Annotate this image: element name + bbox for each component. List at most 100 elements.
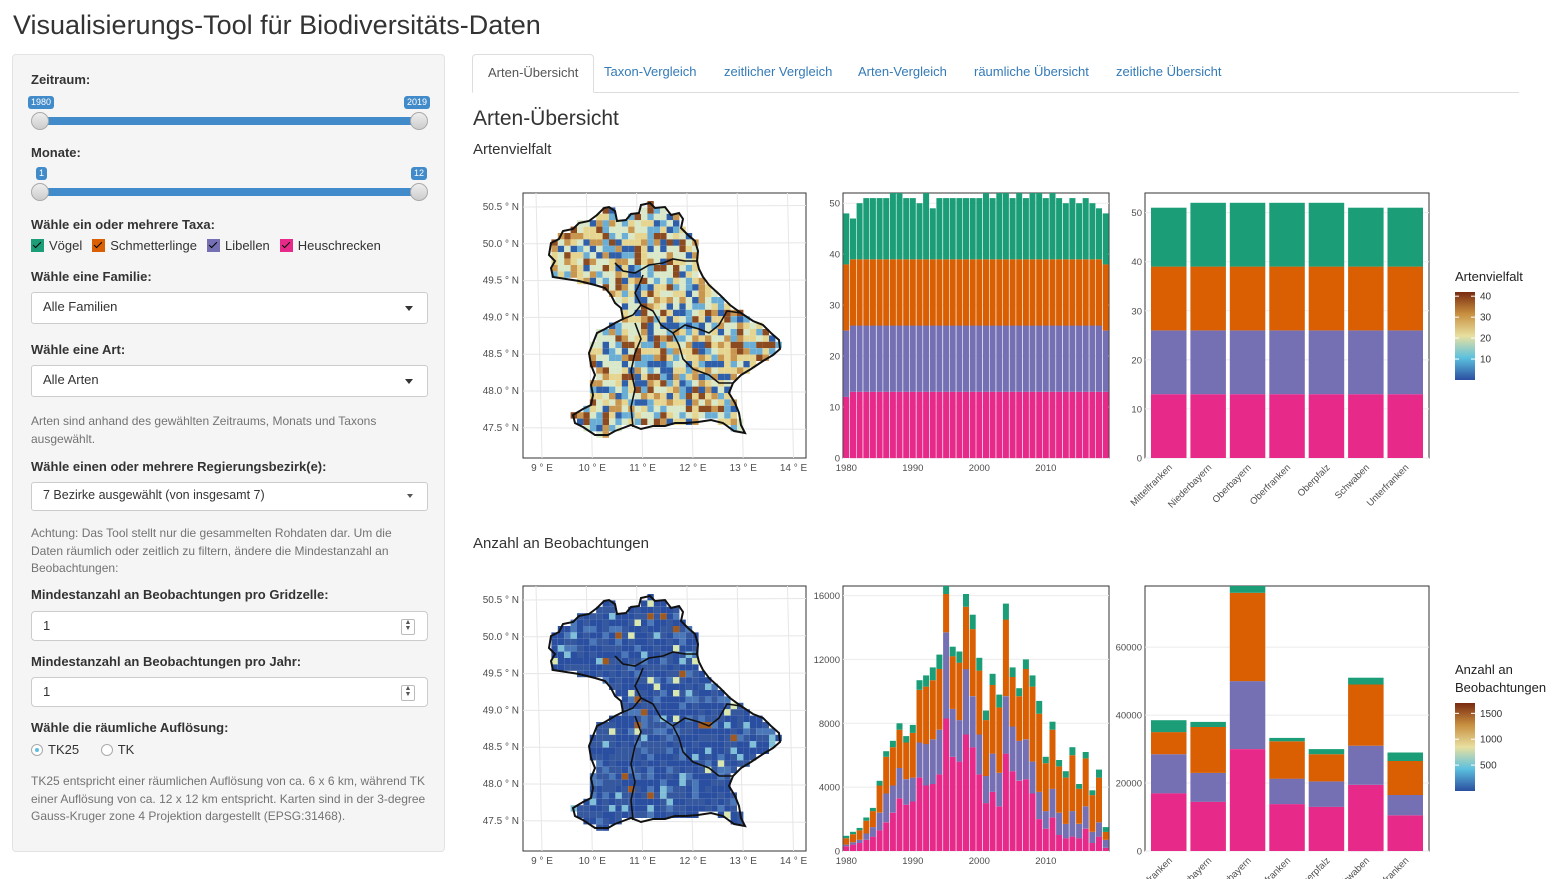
map-cell <box>685 341 693 349</box>
map-cell <box>730 702 737 710</box>
tab-taxon-vergleich[interactable]: Taxon-Vergleich <box>604 64 697 79</box>
map-cell <box>679 696 686 703</box>
map-cell <box>737 702 744 710</box>
bar-segment <box>989 791 996 851</box>
map-cell <box>615 412 622 419</box>
tab-zeitlicher-vergleich[interactable]: zeitlicher Vergleich <box>724 64 833 79</box>
spinner-icon[interactable]: ▲ ▼ <box>401 685 415 701</box>
map-cell <box>660 773 667 780</box>
map-cell <box>698 322 705 329</box>
map-cell <box>705 284 712 291</box>
map-cell <box>621 386 629 393</box>
map-cell <box>615 284 622 291</box>
map-cell <box>602 418 609 425</box>
min-jahr-input[interactable]: 1 ▲ ▼ <box>31 677 428 707</box>
map-cell <box>737 734 744 742</box>
min-grid-input[interactable]: 1 ▲ ▼ <box>31 611 428 641</box>
zeitraum-handle-min[interactable] <box>31 112 49 130</box>
bar-segment <box>1069 836 1076 851</box>
map-cell <box>705 690 712 697</box>
bar-segment <box>989 325 996 392</box>
map-cell <box>634 715 641 722</box>
bar-segment <box>923 325 930 392</box>
map-cell <box>609 600 616 607</box>
map-cell <box>634 747 641 754</box>
map-cell <box>589 245 597 253</box>
monate-slider[interactable] <box>40 188 418 196</box>
tab-zeitliche-uebersicht[interactable]: zeitliche Übersicht <box>1116 64 1222 79</box>
chevron-down-icon <box>405 379 413 384</box>
map-outline-2 <box>547 594 782 829</box>
map-cell <box>647 380 654 387</box>
map-cell <box>609 792 616 799</box>
tab-arten-uebersicht[interactable]: Arten-Übersicht <box>472 54 595 93</box>
bar-segment <box>1102 213 1109 265</box>
map-cell <box>621 773 629 780</box>
taxon-checkbox-schmetterlinge[interactable]: Schmetterlinge <box>92 238 197 253</box>
bezirk-select[interactable]: 7 Bezirke ausgewählt (von insgesamt 7) <box>31 482 428 511</box>
map-cell <box>730 418 737 425</box>
monate-handle-max[interactable] <box>410 183 428 201</box>
map-cell <box>647 335 654 342</box>
map-cell <box>634 239 641 246</box>
map-cell <box>653 265 661 272</box>
map-cell <box>666 760 673 767</box>
map-cell <box>653 412 661 419</box>
map-cell <box>641 606 648 614</box>
map-cell <box>557 252 565 259</box>
map-cell <box>628 779 635 786</box>
map-cell <box>705 335 712 342</box>
gridline <box>736 585 744 852</box>
familie-select[interactable]: Alle Familien <box>31 292 428 324</box>
bar-segment <box>1056 391 1063 459</box>
map-cell <box>692 798 699 806</box>
map-cell <box>621 297 629 304</box>
radio-tk25[interactable]: TK25 <box>31 742 79 757</box>
bar-segment <box>1082 325 1089 392</box>
map-cell <box>609 638 616 646</box>
taxon-checkbox-libellen[interactable]: Libellen <box>206 238 270 253</box>
taxon-checkbox-heuschrecken[interactable]: Heuschrecken <box>279 238 381 253</box>
tab-raeumliche-uebersicht[interactable]: räumliche Übersicht <box>974 64 1089 79</box>
bar-segment <box>1096 259 1102 326</box>
bar-segment <box>1062 823 1069 839</box>
map-cell <box>685 754 693 761</box>
map-cell <box>705 766 712 774</box>
bar-segment <box>1042 763 1049 812</box>
bar-segment <box>1042 259 1049 326</box>
map-cell <box>583 412 590 419</box>
map-cell <box>705 709 712 716</box>
bar-segment <box>1002 603 1009 620</box>
bar-segment <box>1016 259 1023 326</box>
map-cell <box>653 277 661 285</box>
map-cell <box>557 245 565 253</box>
map-cell <box>705 412 712 419</box>
map-cell <box>551 258 558 265</box>
monate-handle-min[interactable] <box>31 183 49 201</box>
map-cell <box>692 309 699 317</box>
spinner-icon[interactable]: ▲ ▼ <box>401 619 415 635</box>
bar-segment <box>1096 325 1102 392</box>
radio-tk[interactable]: TK <box>100 742 134 757</box>
map-cell <box>621 651 629 658</box>
map-cell <box>679 754 686 761</box>
zeitraum-handle-max[interactable] <box>410 112 428 130</box>
map-cell <box>647 798 654 806</box>
art-select[interactable]: Alle Arten <box>31 365 428 397</box>
map-cell <box>717 335 725 342</box>
bar-segment <box>1229 592 1266 682</box>
map-cell <box>711 367 718 374</box>
map-cell <box>634 348 641 355</box>
map-cell <box>673 405 680 413</box>
map-cell <box>615 683 622 690</box>
map-cell <box>711 728 718 735</box>
map-cell <box>628 613 635 620</box>
map-cell <box>609 239 616 246</box>
zeitraum-slider[interactable] <box>40 117 418 125</box>
bar-segment <box>903 198 910 260</box>
map-cell <box>673 322 680 329</box>
map-cell <box>628 239 635 246</box>
taxon-checkbox-voegel[interactable]: Vögel <box>31 238 82 253</box>
tab-arten-vergleich[interactable]: Arten-Vergleich <box>858 64 947 79</box>
bar-segment <box>1089 203 1096 260</box>
